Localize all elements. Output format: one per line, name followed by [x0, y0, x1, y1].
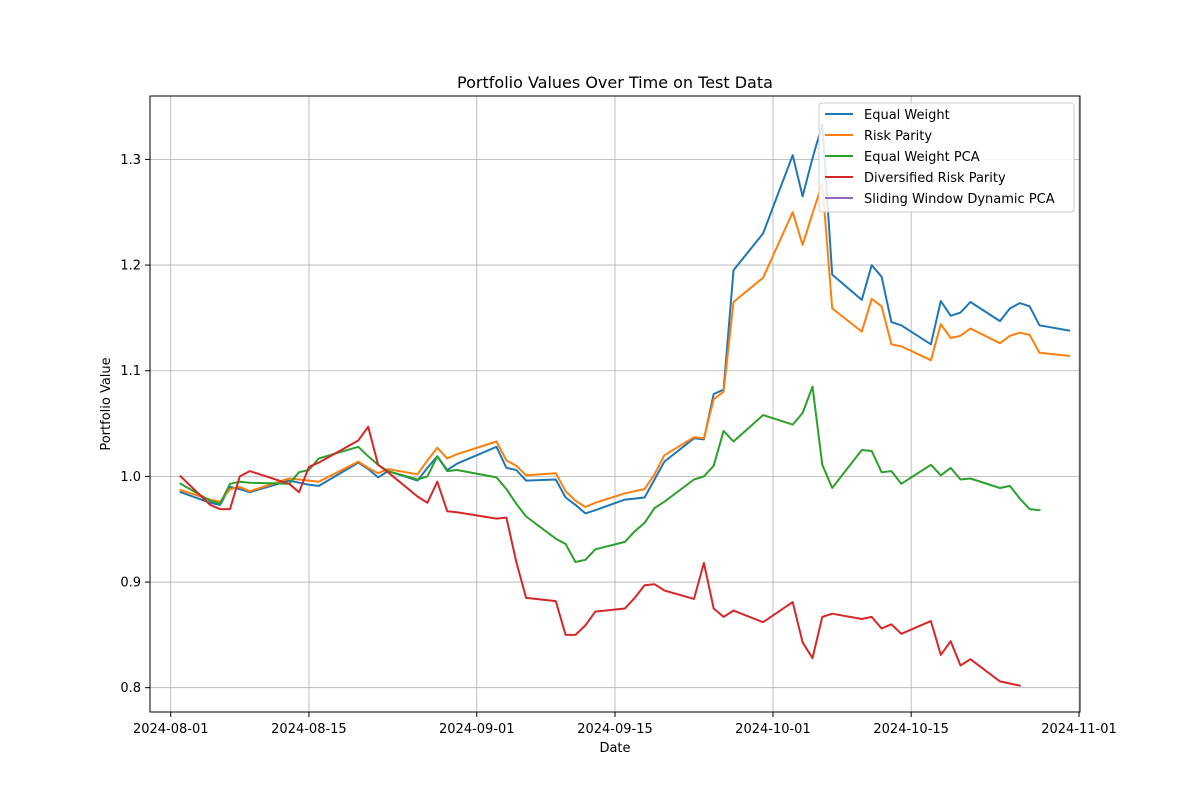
x-tick-label: 2024-08-15: [271, 722, 347, 737]
legend-label-diversified-risk-parity: Diversified Risk Parity: [864, 171, 1006, 186]
series-lines: [179, 123, 1071, 687]
y-tick-label: 1.1: [120, 364, 141, 379]
legend-label-sliding-window-dynamic-pca: Sliding Window Dynamic PCA: [864, 192, 1055, 207]
x-axis-label: Date: [599, 741, 630, 756]
grid: [150, 96, 1080, 712]
x-tick-label: 2024-08-01: [133, 722, 209, 737]
x-tick-label: 2024-09-01: [439, 722, 515, 737]
legend-box: [818, 102, 1075, 213]
x-tick-label: 2024-10-01: [735, 722, 811, 737]
x-axis-ticks: 2024-08-01 2024-08-15 2024-09-01 2024-09-15…: [133, 712, 1117, 737]
legend-label-equal-weight: Equal Weight: [864, 108, 950, 123]
chart-title: Portfolio Values Over Time on Test Data: [457, 73, 773, 92]
y-tick-label: 1.0: [120, 470, 141, 485]
x-tick-label: 2024-10-15: [873, 722, 949, 737]
legend-label-equal-weight-pca: Equal Weight PCA: [864, 150, 980, 165]
x-tick-label: 2024-11-01: [1041, 722, 1117, 737]
y-axis-label: Portfolio Value: [99, 357, 114, 450]
series-line-equal-weight-pca: [179, 385, 1041, 563]
legend-label-risk-parity: Risk Parity: [864, 129, 932, 144]
y-tick-label: 0.9: [120, 576, 141, 591]
series-line-equal-weight: [179, 123, 1071, 515]
series-line-diversified-risk-parity: [179, 425, 1021, 687]
y-tick-label: 0.8: [120, 681, 141, 696]
legend: Equal Weight Risk Parity Equal Weight PCA D…: [818, 102, 1075, 213]
series-line-risk-parity: [179, 182, 1071, 508]
y-tick-label: 1.3: [120, 153, 141, 168]
x-tick-label: 2024-09-15: [577, 722, 653, 737]
y-tick-label: 1.2: [120, 259, 141, 274]
y-axis-ticks: 0.8 0.9 1.0 1.1 1.2 1.3: [120, 153, 150, 696]
